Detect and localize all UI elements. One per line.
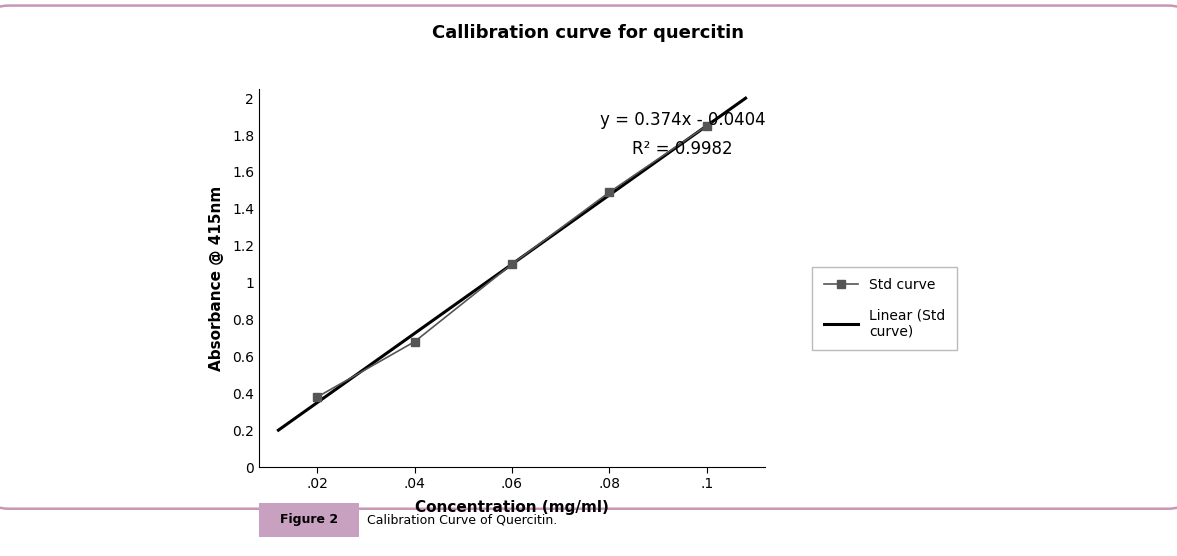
Y-axis label: Absorbance @ 415nm: Absorbance @ 415nm [208, 185, 224, 371]
Text: y = 0.374x - 0.0404
R² = 0.9982: y = 0.374x - 0.0404 R² = 0.9982 [600, 111, 765, 158]
Legend: Std curve, Linear (Std
curve): Std curve, Linear (Std curve) [812, 267, 957, 350]
Text: Figure 2: Figure 2 [280, 513, 338, 527]
X-axis label: Concentration (mg/ml): Concentration (mg/ml) [415, 500, 609, 515]
Text: Calibration Curve of Quercitin.: Calibration Curve of Quercitin. [367, 513, 558, 527]
Text: Callibration curve for quercitin: Callibration curve for quercitin [432, 24, 745, 42]
FancyBboxPatch shape [0, 6, 1177, 509]
